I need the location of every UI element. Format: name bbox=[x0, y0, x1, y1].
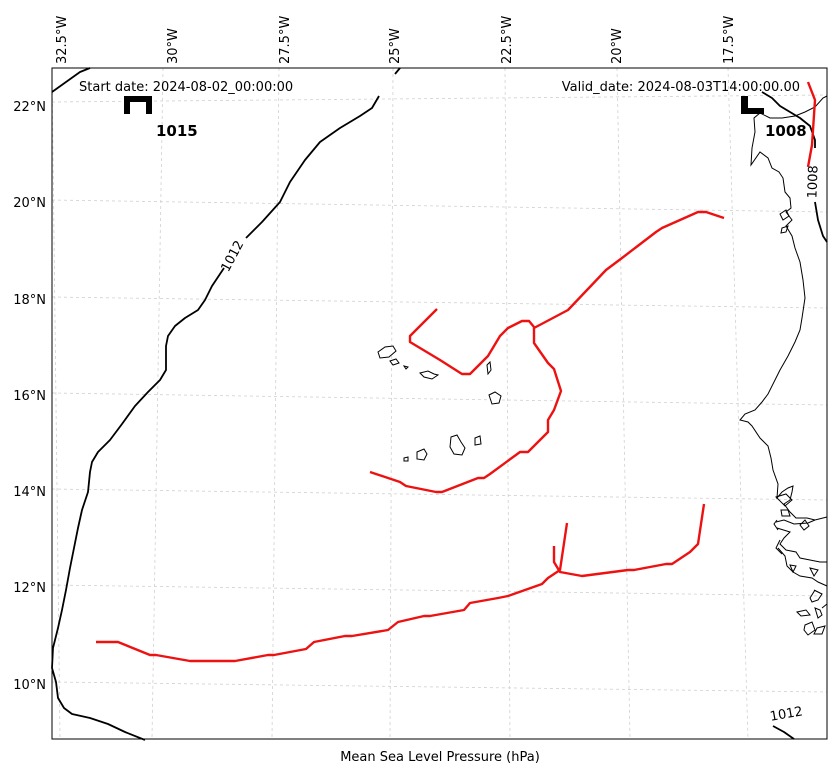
meridian-line bbox=[504, 67, 511, 740]
trough-southern bbox=[96, 503, 706, 663]
lat-tick-label: 14°N bbox=[13, 485, 46, 500]
lat-tick-label: 22°N bbox=[13, 100, 46, 115]
lat-tick-label: 16°N bbox=[13, 389, 46, 404]
island-sao-nicolau bbox=[419, 370, 440, 380]
isobar-label-1012-se: 1012 bbox=[769, 704, 804, 725]
isobars bbox=[51, 67, 828, 741]
island-fogo bbox=[416, 448, 428, 461]
isobar-top-stub bbox=[394, 67, 401, 75]
latitude-ticks: 22°N 20°N 18°N 16°N 14°N 12°N 10°N bbox=[13, 100, 46, 693]
high-h-right bbox=[146, 96, 152, 114]
island-santa-luzia bbox=[402, 365, 409, 370]
lat-tick-label: 12°N bbox=[13, 581, 46, 596]
african-coastline bbox=[739, 95, 828, 636]
island-santo-antao bbox=[377, 345, 397, 359]
isobar-1008-east bbox=[761, 91, 828, 243]
high-center-value: 1015 bbox=[156, 122, 198, 140]
high-h-top bbox=[124, 96, 152, 102]
valid-date: Valid_date: 2024-08-03T14:00:00.00 bbox=[562, 80, 800, 95]
meridian-line bbox=[727, 67, 749, 740]
lat-tick-label: 10°N bbox=[13, 678, 46, 693]
lat-tick-label: 18°N bbox=[13, 293, 46, 308]
low-center-symbol bbox=[741, 96, 764, 114]
lat-tick-label: 20°N bbox=[13, 196, 46, 211]
lon-tick-label: 32.5°W bbox=[55, 16, 70, 64]
meridian-line bbox=[616, 67, 631, 740]
african-coast-detail bbox=[773, 493, 819, 577]
lon-tick-label: 27.5°W bbox=[278, 16, 293, 64]
low-center-value: 1008 bbox=[765, 122, 807, 140]
isobar-label-1008-east: 1008 bbox=[805, 165, 821, 199]
high-center-symbol bbox=[124, 96, 152, 114]
start-date: Start date: 2024-08-02_00:00:00 bbox=[79, 80, 293, 95]
canary-coast bbox=[779, 209, 790, 234]
lon-tick-label: 25°W bbox=[388, 28, 403, 64]
meridian-line bbox=[271, 67, 280, 740]
isobar-1012-se bbox=[772, 725, 795, 740]
meridian-line bbox=[151, 67, 164, 740]
lon-tick-label: 22.5°W bbox=[500, 16, 515, 64]
lon-tick-label: 17.5°W bbox=[722, 16, 737, 64]
trough-cape-verde bbox=[369, 210, 725, 494]
island-santiago bbox=[449, 434, 466, 456]
low-l-base bbox=[741, 108, 764, 114]
lon-tick-label: 30°W bbox=[166, 28, 181, 64]
high-h-left bbox=[124, 96, 130, 114]
lon-tick-label: 20°W bbox=[610, 28, 625, 64]
low-l-vertical bbox=[741, 96, 748, 114]
longitude-ticks: 32.5°W 30°W 27.5°W 25°W 22.5°W 20°W 17.5… bbox=[55, 16, 737, 64]
island-brava bbox=[403, 456, 409, 462]
map-frame bbox=[51, 67, 828, 740]
map-caption: Mean Sea Level Pressure (hPa) bbox=[340, 750, 540, 765]
isobar-1012-west bbox=[51, 67, 380, 741]
trough-east-edge bbox=[806, 81, 817, 168]
island-maio bbox=[474, 435, 482, 446]
island-boa-vista bbox=[488, 391, 502, 405]
troughs bbox=[96, 81, 817, 663]
island-sal bbox=[486, 360, 492, 376]
coastline bbox=[377, 95, 828, 636]
island-sao-vicente bbox=[389, 358, 400, 366]
